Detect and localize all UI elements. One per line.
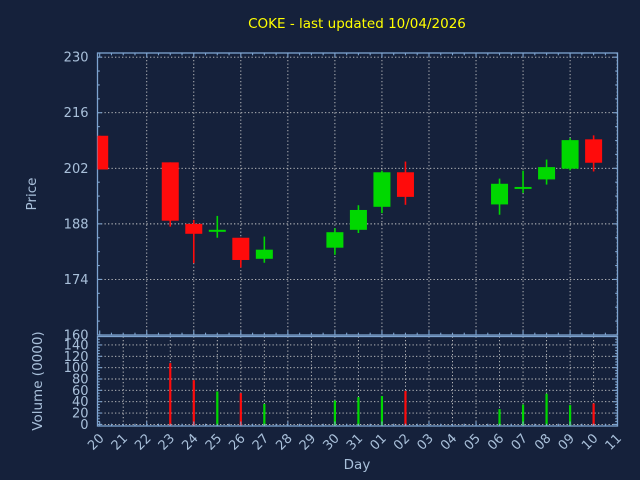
volume-bar-day-25	[216, 391, 219, 426]
price-tick-label: 230	[64, 51, 89, 66]
candle-day-10	[585, 135, 603, 172]
candle-day-09	[561, 138, 579, 171]
candle-day-01	[373, 170, 391, 214]
candle-day-30	[326, 228, 344, 255]
volume-bar-day-01	[380, 396, 384, 426]
volume-tick-label: 20	[72, 407, 89, 422]
price-axis-label: Price	[24, 178, 40, 211]
candle-day-24	[185, 219, 203, 264]
candle-body	[561, 140, 579, 169]
candle-day-06	[491, 178, 509, 215]
candles-group	[97, 135, 603, 268]
candle-body	[185, 223, 203, 234]
price-tick-label: 202	[64, 162, 89, 177]
volume-tick-label: 100	[64, 361, 89, 376]
candle-body	[349, 209, 367, 230]
candle-day-07	[514, 170, 532, 193]
volume-tick-label: 140	[64, 338, 89, 353]
price-tick-label: 160	[64, 329, 89, 344]
volume-bar-day-09	[569, 405, 572, 426]
candle-day-31	[349, 205, 367, 233]
candle-body	[373, 172, 391, 207]
volume-bar-day-31	[357, 397, 360, 426]
candle-day-20	[97, 135, 109, 170]
candle-body	[491, 183, 509, 205]
candle-day-08	[538, 159, 556, 185]
candle-body	[232, 237, 250, 260]
volume-bar-day-08	[545, 393, 548, 426]
chart-title: COKE - last updated 10/04/2026	[248, 16, 466, 32]
volume-bar-day-26	[239, 393, 242, 426]
price-tick-label: 188	[64, 217, 89, 232]
candle-day-02	[396, 161, 414, 205]
volume-bar-day-02	[404, 390, 407, 426]
candle-day-25	[208, 215, 226, 238]
volume-bar-day-06	[498, 409, 501, 426]
volume-tick-label: 40	[72, 395, 89, 410]
candle-body	[396, 172, 414, 197]
day-axis-label: Day	[344, 457, 371, 473]
candle-body	[255, 249, 273, 259]
volume-bar-day-23	[169, 363, 172, 426]
candle-day-23	[161, 162, 179, 227]
volume-tick-label: 0	[80, 418, 88, 433]
candle-body	[585, 139, 603, 163]
volume-axis-label: Volume (0000)	[30, 331, 46, 430]
volume-plot-border	[96, 335, 619, 427]
volume-bar-day-30	[333, 400, 336, 426]
price-tick-label: 216	[64, 106, 89, 121]
candle-body	[326, 232, 344, 248]
price-tick-label: 174	[64, 273, 89, 288]
candle-body	[208, 229, 226, 232]
candle-body	[97, 135, 109, 170]
candle-day-26	[232, 237, 250, 268]
volume-tick-label: 120	[64, 350, 89, 365]
candle-body	[514, 186, 532, 189]
volume-bar-day-27	[263, 403, 266, 426]
candle-body	[538, 167, 556, 180]
volume-tick-label: 60	[72, 384, 89, 399]
volume-tick-label: 80	[72, 373, 89, 388]
volume-bar-day-24	[192, 380, 195, 426]
volume-bar-day-10	[592, 403, 595, 426]
candle-body	[161, 162, 179, 221]
price-plot-border	[96, 52, 619, 336]
volume-bar-day-07	[521, 404, 525, 426]
candle-day-27	[255, 236, 273, 263]
